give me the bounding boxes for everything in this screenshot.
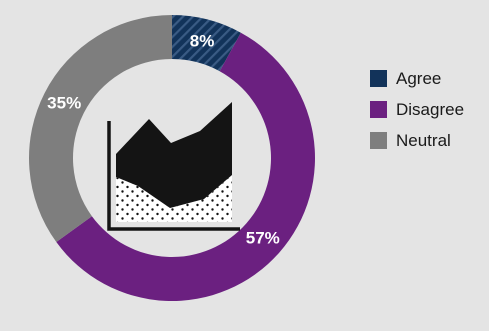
legend-swatch-agree	[370, 70, 387, 87]
slice-label-agree: 8%	[190, 31, 215, 50]
area-chart-icon-lower-area	[116, 175, 232, 222]
area-chart-icon-upper-area	[116, 102, 232, 208]
area-chart-icon	[107, 102, 240, 231]
legend-item-disagree: Disagree	[370, 97, 489, 122]
legend-label-agree: Agree	[396, 68, 442, 88]
slice-labels-layer: 8% 57% 35%	[47, 31, 280, 247]
legend-label-neutral: Neutral	[396, 130, 451, 150]
slice-label-neutral: 35%	[47, 94, 81, 113]
legend-item-agree: Agree	[370, 66, 489, 91]
legend-item-neutral: Neutral	[370, 128, 489, 153]
legend: Agree Disagree Neutral	[370, 66, 489, 159]
legend-label-disagree: Disagree	[396, 99, 465, 119]
slices-layer	[29, 15, 316, 302]
legend-swatch-disagree	[370, 101, 387, 118]
slice-agree	[172, 15, 241, 72]
slice-disagree	[56, 32, 316, 302]
slice-neutral	[29, 15, 173, 243]
slice-label-disagree: 57%	[246, 229, 280, 248]
area-chart-icon-axes	[107, 121, 240, 231]
legend-swatch-neutral	[370, 132, 387, 149]
